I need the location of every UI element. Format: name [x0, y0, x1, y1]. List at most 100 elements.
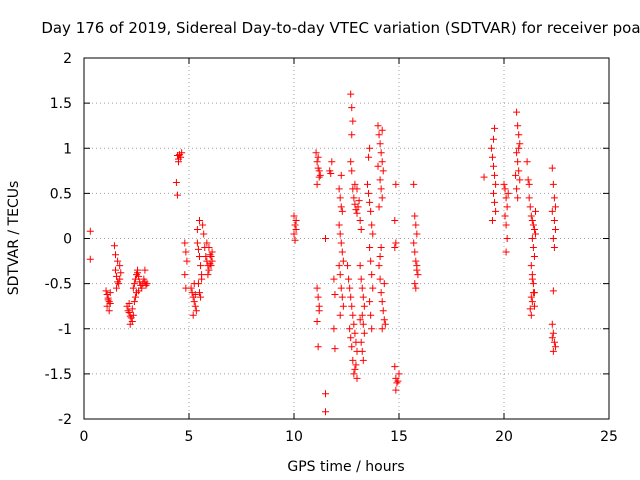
data-point: [322, 408, 329, 416]
data-point: [358, 347, 366, 355]
data-point: [548, 320, 556, 328]
data-point: [86, 227, 94, 235]
data-point: [377, 244, 385, 252]
data-point: [551, 225, 559, 233]
data-point: [125, 299, 133, 307]
data-point: [528, 298, 536, 306]
data-point: [551, 343, 559, 351]
data-point: [112, 251, 119, 259]
data-point: [141, 266, 149, 274]
data-point: [530, 225, 538, 233]
data-point: [491, 171, 499, 179]
data-point: [313, 158, 321, 166]
data-point: [200, 230, 208, 238]
data-point: [356, 216, 364, 224]
x-tick-label: 25: [600, 429, 618, 445]
data-point: [183, 257, 191, 265]
data-point: [412, 221, 420, 229]
data-point: [345, 275, 353, 283]
data-point: [365, 189, 373, 197]
data-point: [514, 194, 522, 202]
data-point: [313, 180, 321, 188]
data-point: [502, 194, 510, 202]
data-point: [369, 230, 377, 238]
data-point: [492, 207, 500, 215]
data-point: [364, 180, 371, 188]
data-point: [206, 251, 214, 259]
data-point: [199, 221, 207, 229]
x-tick-label: 5: [185, 429, 194, 445]
data-point: [337, 284, 345, 292]
data-point: [529, 289, 537, 297]
data-point: [338, 248, 346, 256]
data-point: [126, 312, 134, 320]
data-point: [366, 244, 374, 252]
data-point: [527, 311, 535, 319]
data-point: [501, 212, 509, 220]
data-point: [530, 253, 538, 261]
data-point: [357, 338, 365, 346]
data-point: [487, 144, 495, 152]
data-point: [188, 289, 196, 297]
data-point: [392, 386, 400, 394]
data-point: [106, 289, 114, 297]
data-point: [503, 235, 511, 242]
data-point: [374, 122, 382, 130]
data-point: [548, 334, 556, 342]
data-point: [207, 262, 215, 270]
data-point: [178, 149, 186, 157]
data-point: [550, 244, 558, 252]
data-point: [391, 363, 399, 371]
data-point: [192, 307, 200, 315]
data-point: [347, 158, 355, 166]
data-point: [379, 307, 387, 315]
data-point: [105, 307, 113, 315]
data-point: [348, 131, 356, 139]
data-point: [335, 221, 343, 229]
data-point: [368, 271, 376, 279]
data-point: [515, 144, 523, 152]
y-tick-label: -1.5: [45, 367, 72, 383]
data-point: [349, 117, 357, 125]
data-point: [336, 311, 344, 319]
data-point: [549, 235, 557, 242]
y-tick-label: 0.5: [50, 186, 72, 202]
y-tick-label: 2: [63, 51, 72, 67]
data-point: [375, 262, 383, 270]
data-point: [330, 275, 338, 283]
data-point: [549, 287, 557, 295]
data-point: [292, 225, 300, 233]
data-point: [129, 284, 137, 292]
x-tick-label: 0: [80, 429, 89, 445]
data-point: [207, 253, 215, 261]
data-point: [411, 212, 419, 220]
data-point: [348, 302, 356, 310]
data-point: [328, 158, 336, 166]
data-point: [143, 280, 151, 288]
data-point: [337, 203, 345, 211]
data-point: [491, 124, 499, 132]
data-point: [173, 191, 181, 199]
data-point: [339, 257, 347, 265]
data-point: [391, 216, 399, 224]
data-point: [395, 370, 403, 378]
y-tick-label: -0.5: [45, 277, 72, 293]
x-tick-label: 20: [495, 429, 513, 445]
y-axis-label: SDTVAR / TECUs: [6, 181, 22, 296]
data-point: [135, 272, 143, 280]
data-point: [550, 194, 558, 202]
data-point: [134, 266, 142, 274]
data-point: [529, 221, 537, 229]
y-tick-label: -1: [58, 322, 72, 338]
data-point: [125, 309, 133, 317]
data-point: [191, 302, 199, 310]
data-point: [350, 194, 358, 202]
data-point: [337, 171, 345, 179]
data-point: [355, 197, 363, 205]
data-point: [503, 203, 511, 211]
data-point: [335, 262, 343, 270]
data-point: [114, 257, 122, 265]
data-point: [376, 140, 384, 148]
data-point: [513, 185, 521, 193]
data-point: [504, 189, 512, 197]
